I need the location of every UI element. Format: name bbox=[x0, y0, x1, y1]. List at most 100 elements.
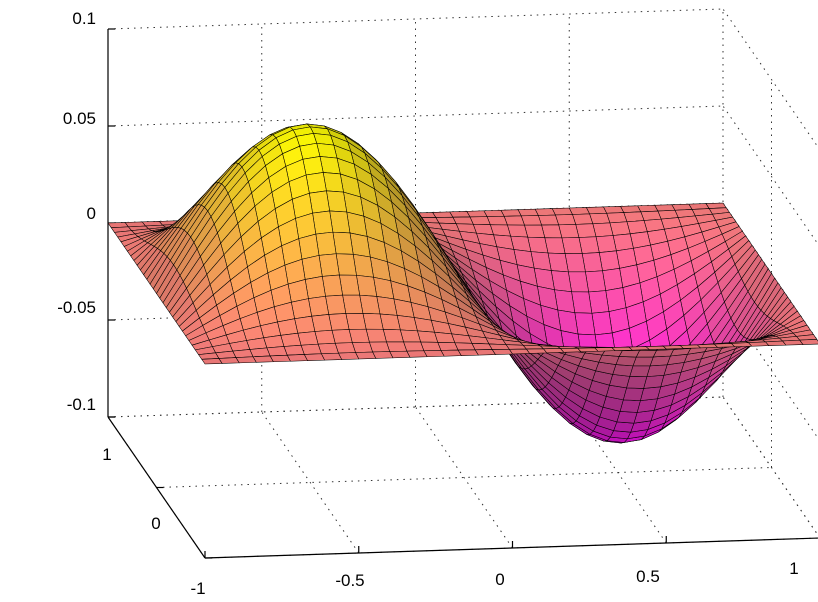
surface-facet bbox=[592, 222, 614, 238]
z-tick-label: -0.05 bbox=[57, 298, 96, 317]
surface-facet bbox=[294, 315, 316, 334]
surface-facet bbox=[713, 343, 736, 348]
z-tick-label: 0.05 bbox=[63, 109, 96, 128]
surface-facet bbox=[474, 349, 496, 356]
surface-facet bbox=[355, 351, 377, 360]
surface-facet bbox=[589, 212, 611, 225]
surface-facet bbox=[764, 340, 787, 346]
surface-facet bbox=[606, 212, 628, 224]
grid-line bbox=[568, 401, 667, 544]
y-tick-label: 0 bbox=[151, 514, 160, 533]
surface-facet bbox=[598, 250, 620, 272]
surface-facet bbox=[291, 298, 312, 320]
surface-facet bbox=[252, 355, 274, 363]
surface-facet bbox=[602, 268, 624, 291]
surface-facet bbox=[403, 341, 425, 352]
surface-facet bbox=[334, 342, 356, 354]
surface-facet bbox=[575, 223, 597, 238]
surface-facet bbox=[620, 205, 642, 213]
surface-facet bbox=[302, 156, 324, 176]
surface-facet bbox=[303, 353, 326, 361]
surface-facet bbox=[286, 354, 308, 362]
surface-facet bbox=[517, 208, 539, 217]
surface-facet bbox=[283, 344, 305, 356]
surface-facet bbox=[339, 274, 360, 296]
surface-facet bbox=[328, 313, 350, 331]
surface-facet bbox=[500, 209, 522, 217]
surface-facet bbox=[561, 237, 583, 254]
surface-facet bbox=[654, 204, 676, 212]
surface-facet bbox=[304, 276, 326, 299]
surface-facet bbox=[696, 343, 719, 349]
surface-facet bbox=[331, 329, 353, 344]
surface-facet bbox=[309, 190, 330, 214]
z-tick-label: 0.1 bbox=[72, 9, 96, 28]
surface-facet bbox=[269, 354, 291, 363]
surface-facet bbox=[605, 287, 627, 312]
surface-facet bbox=[483, 209, 505, 217]
x-tick-label: 0.5 bbox=[636, 567, 660, 586]
grid-line bbox=[415, 406, 513, 549]
surface-facet bbox=[537, 214, 560, 226]
surface-facet bbox=[747, 341, 770, 347]
surface-facet bbox=[585, 206, 608, 215]
z-tick-label: 0 bbox=[87, 204, 96, 223]
surface-facet bbox=[382, 329, 404, 343]
surface-facet bbox=[551, 207, 573, 216]
surface-facet bbox=[623, 211, 645, 223]
surface-facet bbox=[520, 215, 542, 226]
grid-line bbox=[722, 105, 818, 245]
surface-facet bbox=[449, 211, 471, 218]
surface-facet bbox=[612, 364, 634, 377]
x-axis-line bbox=[204, 537, 818, 559]
surface-facet bbox=[389, 350, 411, 359]
surface-facet bbox=[312, 210, 334, 235]
surface-facet bbox=[201, 358, 223, 365]
grid-line bbox=[722, 8, 818, 148]
surface-facet bbox=[591, 311, 613, 336]
surface-facet bbox=[277, 318, 299, 336]
surface-facet bbox=[297, 331, 319, 346]
axis-lines bbox=[107, 28, 818, 559]
surface-facet bbox=[235, 356, 257, 364]
grid-line bbox=[722, 396, 818, 536]
surface-facet bbox=[308, 295, 330, 317]
z-tick-label: -0.1 bbox=[67, 395, 96, 414]
x-tick-label: -0.5 bbox=[335, 571, 364, 590]
grid-line bbox=[722, 299, 818, 439]
surface-facet bbox=[637, 204, 659, 213]
surface-facet bbox=[578, 236, 600, 254]
surface-facet bbox=[348, 328, 370, 343]
surface-facet bbox=[372, 351, 394, 359]
surface-facet bbox=[730, 342, 753, 348]
surface-facet bbox=[615, 356, 637, 367]
surface-facet bbox=[782, 339, 804, 346]
surface-facet bbox=[619, 399, 641, 413]
surface-facet bbox=[325, 294, 347, 315]
surface-facet bbox=[432, 211, 454, 218]
surface-facet bbox=[585, 270, 607, 293]
y-tick-label: 1 bbox=[102, 445, 111, 464]
grid-line bbox=[107, 8, 724, 30]
surface-facet bbox=[406, 350, 428, 358]
surface-facet bbox=[602, 206, 625, 214]
surface-facet bbox=[318, 253, 340, 277]
surface-facet bbox=[280, 332, 302, 347]
grid-line bbox=[107, 105, 724, 127]
x-tick-label: 1 bbox=[789, 559, 798, 578]
surface-facet bbox=[440, 349, 462, 357]
surface-facet bbox=[626, 376, 648, 389]
surface-facet bbox=[365, 328, 387, 343]
surface-facet bbox=[266, 346, 288, 357]
surface-facet bbox=[572, 213, 594, 225]
surface-facet bbox=[232, 349, 254, 358]
x-tick-label: 0 bbox=[495, 570, 504, 589]
surface-facet bbox=[564, 253, 586, 273]
surface-facet bbox=[613, 421, 635, 433]
surface-facet bbox=[342, 294, 364, 314]
surface-facet bbox=[457, 349, 479, 356]
surface-facet bbox=[301, 255, 323, 280]
surface-facet bbox=[437, 342, 459, 351]
surface-facet bbox=[588, 290, 610, 314]
